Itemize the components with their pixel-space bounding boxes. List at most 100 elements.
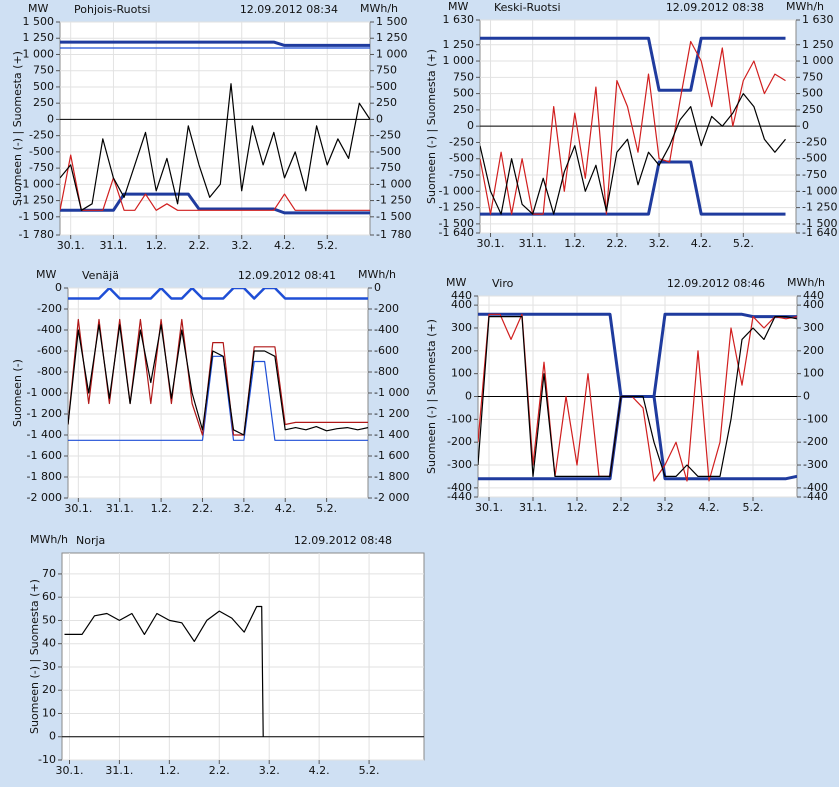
y-tick-label: -300 (447, 458, 472, 471)
chart-panel: Pohjois-Ruotsi 12.09.2012 08:34 MW MWh/h Suo… (11, 2, 411, 252)
y-unit: MW (446, 276, 466, 289)
y-tick-label: 0 (49, 730, 56, 743)
x-tick-label: 31.1. (105, 764, 133, 777)
x-tick-label: 3.2. (649, 237, 670, 250)
y-tick-label: 250 (453, 103, 474, 116)
y-tick-label: -1 780 (19, 228, 54, 241)
y-tick-label: -200 (447, 435, 472, 448)
x-tick-label: 4.2. (691, 237, 712, 250)
y2-tick-label: -1 780 (376, 228, 411, 241)
y2-tick-label: -200 (803, 435, 828, 448)
y-tick-label: -1 250 (19, 194, 54, 207)
x-tick-label: 30.1. (64, 502, 92, 515)
y-tick-label: 1 000 (23, 47, 55, 60)
y2-tick-label: 500 (802, 87, 823, 100)
y-unit: MW (28, 2, 48, 15)
timestamp: 12.09.2012 08:34 (240, 3, 338, 16)
y2-tick-label: 250 (376, 96, 397, 109)
y2-tick-label: 750 (802, 70, 823, 83)
chart-title: Venäjä (82, 269, 119, 282)
y2-tick-label: -1 800 (374, 470, 409, 483)
y2-tick-label: 250 (802, 103, 823, 116)
chart-title: Pohjois-Ruotsi (74, 3, 150, 16)
y2-tick-label: 1 000 (376, 47, 408, 60)
series-line (68, 355, 368, 441)
y2-tick-label: -1 500 (802, 217, 837, 230)
y-tick-label: 1 250 (443, 38, 475, 51)
y-tick-label: -800 (37, 365, 62, 378)
x-tick-label: 5.2. (359, 764, 380, 777)
y2-tick-label: -400 (803, 481, 828, 494)
series-line (478, 316, 797, 477)
y2-tick-label: -100 (803, 412, 828, 425)
x-tick-label: 30.1. (57, 239, 85, 252)
series-line (480, 93, 786, 215)
y-tick-label: 250 (33, 96, 54, 109)
series-line (60, 192, 370, 215)
y-tick-label: 400 (451, 298, 472, 311)
y-tick-label: -1 000 (27, 386, 62, 399)
y-tick-label: -500 (29, 145, 54, 158)
x-tick-label: 5.2. (733, 237, 754, 250)
series-group (478, 312, 797, 482)
y2-tick-label: -600 (374, 344, 399, 357)
y-axis-label: Suomeen (-) | Suomesta (+) (425, 319, 438, 474)
series-line (68, 288, 368, 300)
y2-unit: MWh/h (358, 268, 396, 281)
y2-tick-label: 200 (803, 344, 824, 357)
y-unit: MWh/h (30, 533, 68, 546)
y-tick-label: 0 (467, 119, 474, 132)
y2-tick-label: -400 (374, 323, 399, 336)
x-tick-label: 30.1. (477, 237, 505, 250)
y2-tick-label: 1 250 (376, 31, 408, 44)
y2-tick-label: -1 400 (374, 428, 409, 441)
y2-tick-label: -250 (376, 129, 401, 142)
y2-tick-label: 1 630 (802, 13, 834, 26)
timestamp: 12.09.2012 08:38 (666, 1, 764, 14)
series-line (480, 160, 786, 216)
y-tick-label: -1 800 (27, 470, 62, 483)
y-tick-label: 300 (451, 321, 472, 334)
y-tick-label: -1 500 (19, 210, 54, 223)
y2-tick-label: -300 (803, 458, 828, 471)
y-tick-label: 440 (451, 289, 472, 302)
y-tick-label: 40 (42, 637, 56, 650)
y-tick-label: -1 600 (27, 449, 62, 462)
series-line (60, 83, 370, 211)
y2-tick-label: -1 000 (374, 386, 409, 399)
y-tick-label: 1 630 (443, 13, 475, 26)
series-line (480, 40, 786, 215)
y-tick-label: 10 (42, 706, 56, 719)
timestamp: 12.09.2012 08:48 (294, 534, 392, 547)
y-unit: MW (36, 268, 56, 281)
y-tick-label: -1 400 (27, 428, 62, 441)
series-group (60, 40, 370, 215)
series-group (64, 605, 264, 737)
y2-tick-label: -1 000 (802, 184, 837, 197)
plot-area (59, 21, 371, 236)
chart-title: Keski-Ruotsi (494, 1, 561, 14)
y-tick-label: -2 000 (27, 491, 62, 504)
x-tick-label: 5.2. (317, 239, 338, 252)
y-tick-label: -1 000 (439, 184, 474, 197)
y2-tick-label: 0 (376, 112, 383, 125)
y2-tick-label: -750 (376, 161, 401, 174)
y-tick-label: -1 250 (439, 201, 474, 214)
y-tick-label: -100 (447, 412, 472, 425)
y-tick-label: -1 200 (27, 407, 62, 420)
x-tick-label: 2.2. (188, 239, 209, 252)
series-line (478, 313, 797, 482)
x-tick-label: 31.1. (106, 502, 134, 515)
y2-tick-label: -1 000 (376, 177, 411, 190)
y2-tick-label: -1 200 (374, 407, 409, 420)
y-tick-label: 50 (42, 613, 56, 626)
y-tick-label: -750 (29, 161, 54, 174)
y2-tick-label: 1 250 (802, 38, 834, 51)
x-tick-label: 2.2. (606, 237, 627, 250)
x-tick-label: 4.2. (309, 764, 330, 777)
y2-tick-label: -500 (376, 145, 401, 158)
y2-tick-label: -800 (374, 365, 399, 378)
y-tick-label: -750 (449, 168, 474, 181)
y-tick-label: -250 (29, 129, 54, 142)
